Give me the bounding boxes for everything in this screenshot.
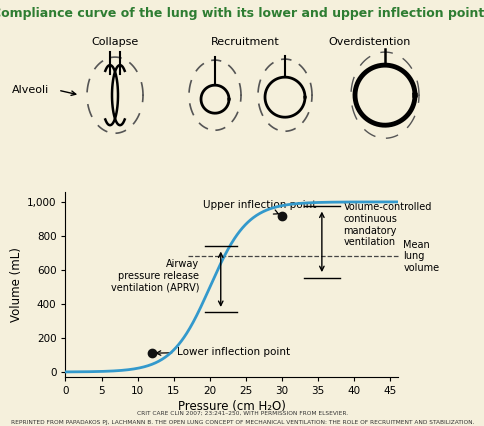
Y-axis label: Volume (mL): Volume (mL) <box>10 247 23 322</box>
Text: Mean
lung
volume: Mean lung volume <box>403 240 439 273</box>
Text: Recruitment: Recruitment <box>210 37 279 47</box>
Text: REPRINTED FROM PAPADAKOS PJ, LACHMANN B. THE OPEN LUNG CONCEPT OF MECHANICAL VEN: REPRINTED FROM PAPADAKOS PJ, LACHMANN B.… <box>11 420 473 425</box>
Text: Compliance curve of the lung with its lower and upper inflection points: Compliance curve of the lung with its lo… <box>0 7 484 20</box>
X-axis label: Pressure (cm H₂O): Pressure (cm H₂O) <box>177 400 285 413</box>
Text: Lower inflection point: Lower inflection point <box>156 346 290 357</box>
Text: Upper inflection point: Upper inflection point <box>202 200 316 214</box>
Text: Volume-controlled
continuous
mandatory
ventilation: Volume-controlled continuous mandatory v… <box>343 202 431 247</box>
Text: Overdistention: Overdistention <box>328 37 410 47</box>
Text: Alveoli: Alveoli <box>12 85 49 95</box>
Text: CRIT CARE CLIN 2007; 23:241–250, WITH PERMISSION FROM ELSEVIER.: CRIT CARE CLIN 2007; 23:241–250, WITH PE… <box>136 410 348 415</box>
Text: Collapse: Collapse <box>91 37 138 47</box>
Text: Airway
pressure release
ventilation (APRV): Airway pressure release ventilation (APR… <box>110 259 198 293</box>
